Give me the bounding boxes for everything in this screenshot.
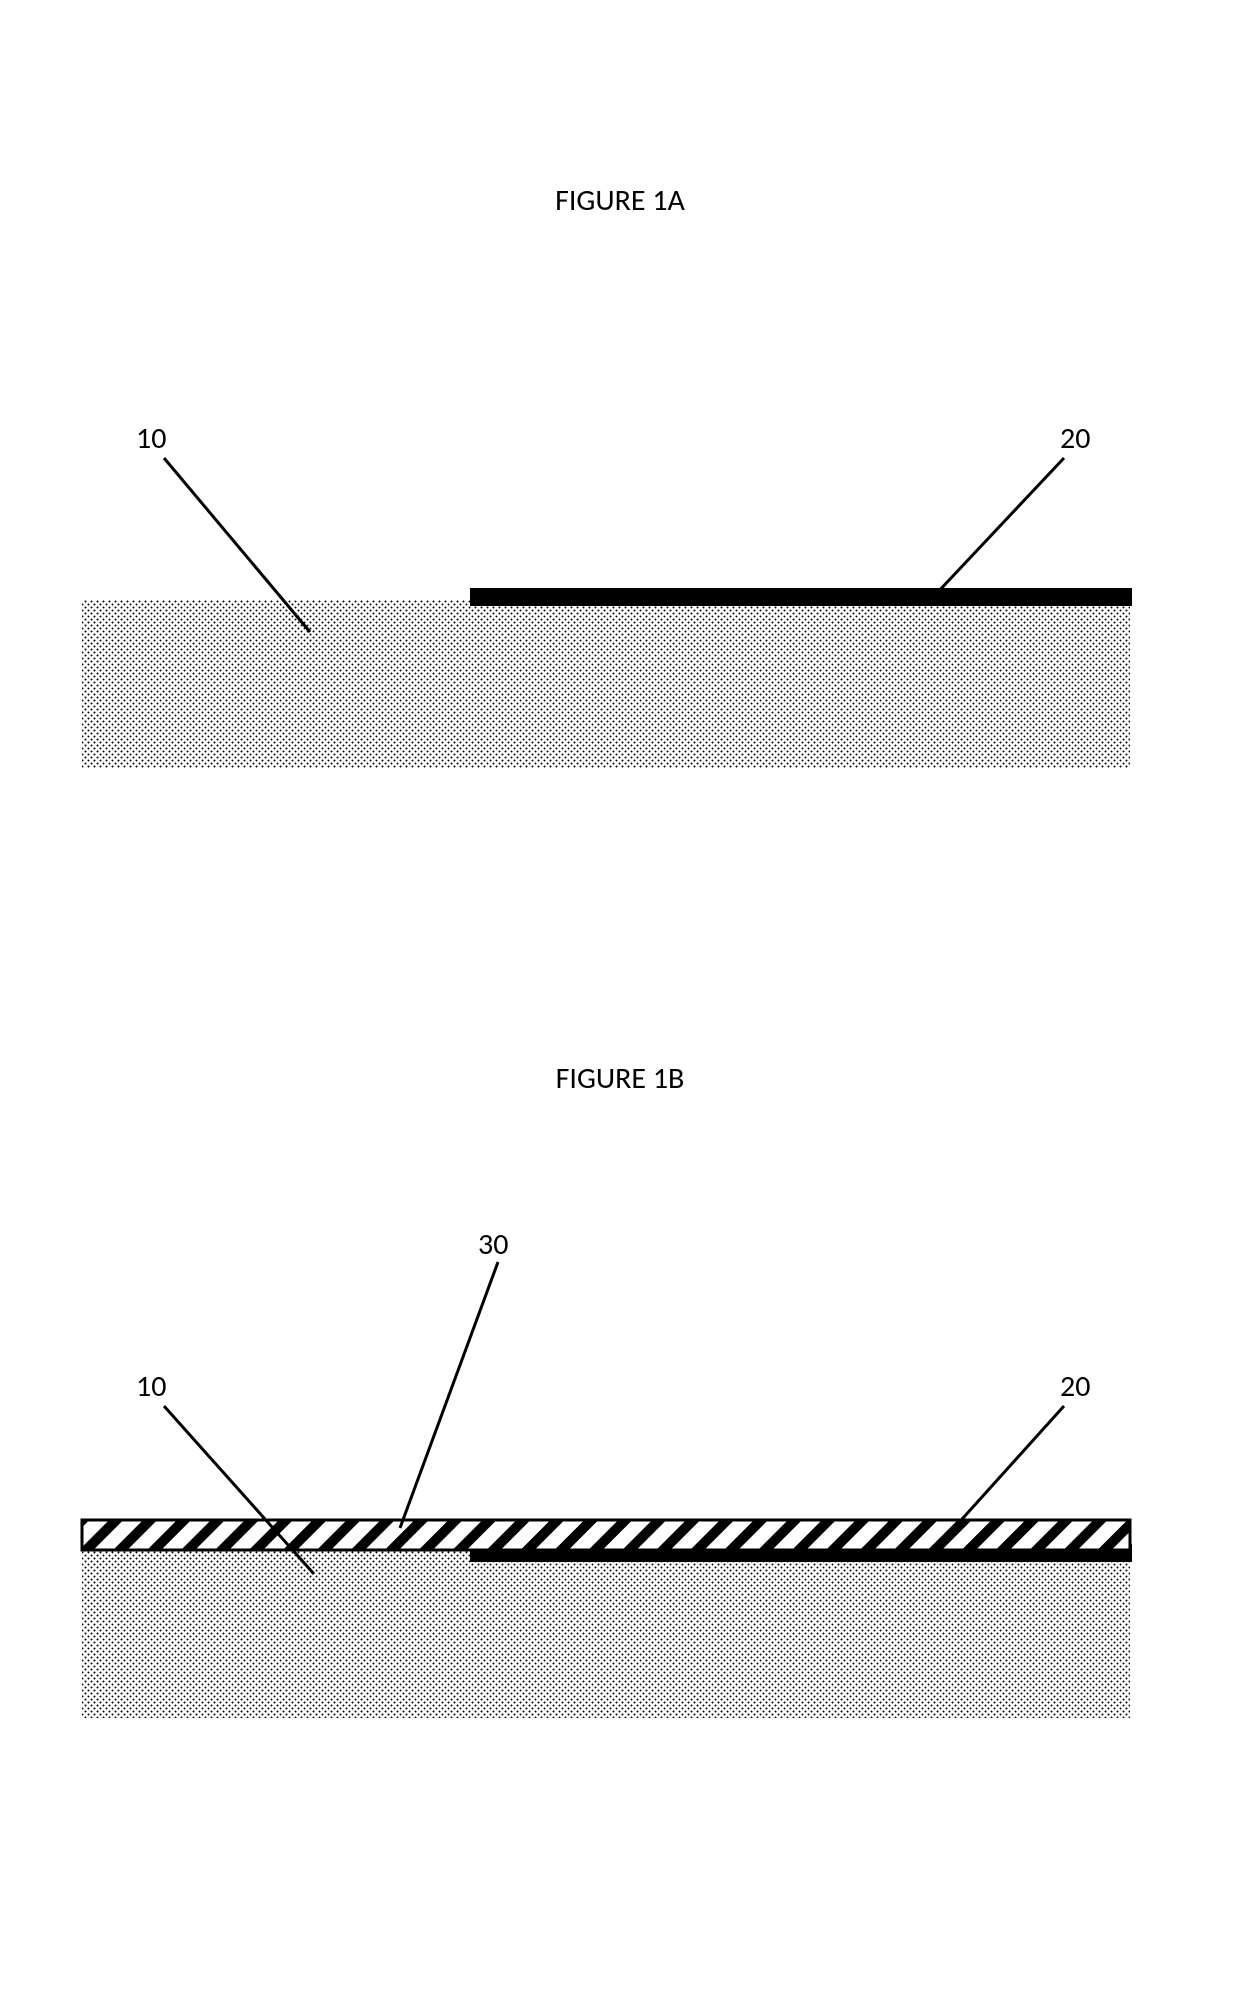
leader-30-b	[400, 1262, 498, 1528]
page: FIGURE 1A 10 20 FIGURE 1B 30 10 20	[0, 0, 1240, 1994]
substrate-b	[82, 1550, 1130, 1718]
figure-1b-svg	[0, 0, 1240, 1994]
layer-30-b	[82, 1520, 1130, 1550]
